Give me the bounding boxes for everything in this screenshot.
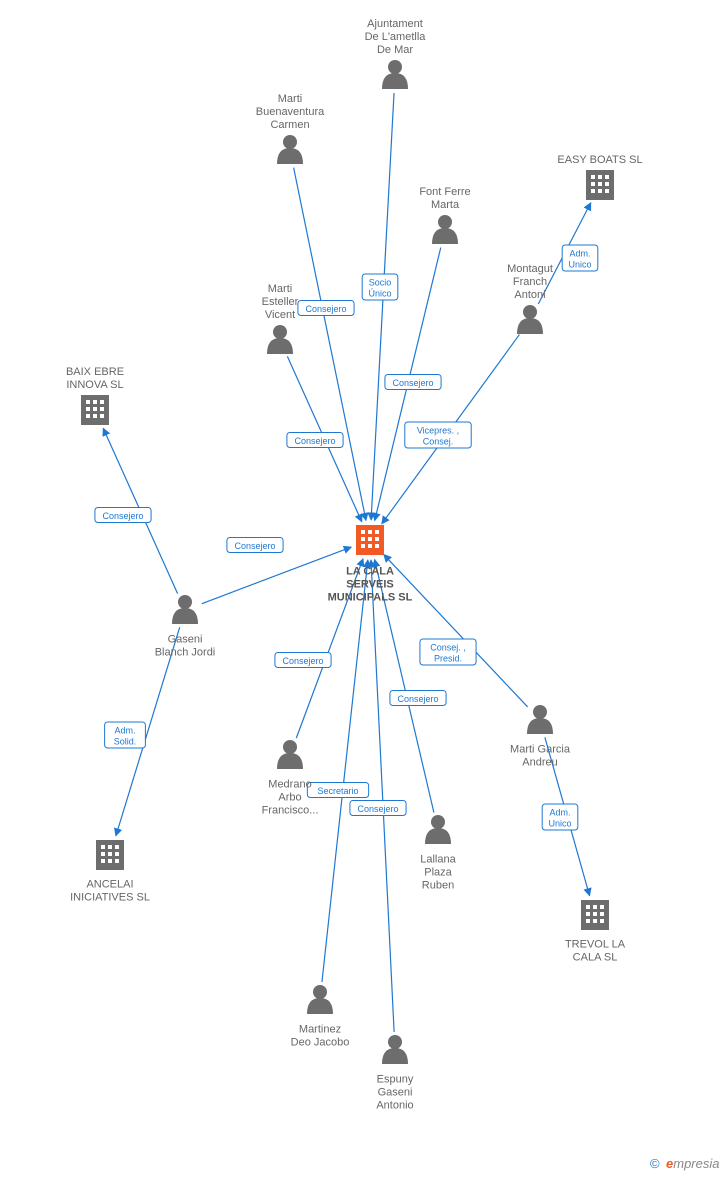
- node-label: INNOVA SL: [66, 379, 123, 391]
- node-label: SERVEIS: [346, 578, 394, 590]
- node-trevol[interactable]: TREVOL LACALA SL: [565, 900, 626, 963]
- node-label: De L'ametlla: [365, 31, 427, 43]
- node-label: Francisco...: [262, 804, 319, 816]
- edge-label-text: Consejero: [305, 304, 346, 314]
- edge: [371, 560, 394, 1032]
- node-label: Antonio: [376, 1099, 413, 1111]
- edge-label-text: Unico: [548, 818, 571, 828]
- node-label: Franch: [513, 276, 547, 288]
- node-label: Font Ferre: [419, 186, 470, 198]
- node-label: Lallana: [420, 853, 456, 865]
- node-center[interactable]: LA CALASERVEISMUNICIPALS SL: [328, 525, 413, 603]
- node-label: Carmen: [270, 119, 309, 131]
- node-ancelai[interactable]: ANCELAIINICIATIVES SL: [70, 840, 150, 903]
- node-label: LA CALA: [346, 565, 394, 577]
- node-martinez[interactable]: MartinezDeo Jacobo: [291, 985, 350, 1048]
- node-label: Gaseni: [378, 1086, 413, 1098]
- edge-label-text: Unico: [568, 259, 591, 269]
- node-label: Esteller: [262, 296, 299, 308]
- node-martiga[interactable]: Marti GarciaAndreu: [510, 705, 571, 768]
- edge-label-text: Consejero: [357, 804, 398, 814]
- edge-label-text: Vicepres. ,: [417, 425, 459, 435]
- edge-label-text: Adm.: [569, 248, 590, 258]
- network-diagram: SocioÚnicoConsejeroConsejeroVicepres. ,C…: [0, 0, 728, 1180]
- node-label: ANCELAI: [86, 878, 133, 890]
- node-label: Andreu: [522, 756, 557, 768]
- node-label: De Mar: [377, 44, 413, 56]
- node-label: Arbo: [278, 791, 301, 803]
- edge-label-text: Consejero: [392, 378, 433, 388]
- node-ajuntament[interactable]: AjuntamentDe L'ametllaDe Mar: [365, 18, 427, 89]
- node-label: Medrano: [268, 778, 311, 790]
- node-label: Marti: [278, 93, 302, 105]
- edge-label-text: Consejero: [234, 541, 275, 551]
- node-gaseni[interactable]: GaseniBlanch Jordi: [155, 595, 216, 658]
- node-easyboats[interactable]: EASY BOATS SL: [557, 154, 642, 200]
- node-label: Montagut: [507, 263, 553, 275]
- node-lallana[interactable]: LallanaPlazaRuben: [420, 815, 456, 891]
- node-label: CALA SL: [573, 951, 618, 963]
- edge-label-text: Consejero: [397, 694, 438, 704]
- node-label: Blanch Jordi: [155, 646, 216, 658]
- node-label: Marti Garcia: [510, 743, 571, 755]
- node-montagut[interactable]: MontagutFranchAntoni: [507, 263, 553, 334]
- edge: [294, 168, 366, 521]
- node-fontferre[interactable]: Font FerreMarta: [419, 186, 470, 244]
- edge-label-text: Consejero: [294, 436, 335, 446]
- node-label: INICIATIVES SL: [70, 891, 150, 903]
- footer-brand: empresia: [666, 1156, 719, 1171]
- node-label: EASY BOATS SL: [557, 154, 642, 166]
- edge-label-text: Consejero: [102, 511, 143, 521]
- node-martibc[interactable]: MartiBuenaventuraCarmen: [256, 93, 325, 164]
- edge-label-text: Solid.: [114, 736, 137, 746]
- edge-label-text: Consej. ,: [430, 642, 466, 652]
- edge-label-text: Consej.: [423, 436, 454, 446]
- copyright-icon: ©: [650, 1156, 660, 1171]
- node-label: Deo Jacobo: [291, 1036, 350, 1048]
- node-label: TREVOL LA: [565, 938, 626, 950]
- node-label: Marta: [431, 199, 460, 211]
- edge-label-text: Presid.: [434, 653, 462, 663]
- nodes-group: LA CALASERVEISMUNICIPALS SLAjuntamentDe …: [66, 18, 643, 1111]
- node-label: Plaza: [424, 866, 452, 878]
- node-label: MUNICIPALS SL: [328, 591, 413, 603]
- edge-label-text: Adm.: [114, 725, 135, 735]
- node-martiev[interactable]: MartiEstellerVicent: [262, 283, 299, 354]
- node-label: Marti: [268, 283, 292, 295]
- node-label: Buenaventura: [256, 106, 325, 118]
- edges-group: [103, 93, 591, 1032]
- edge: [322, 560, 368, 982]
- node-label: Ajuntament: [367, 18, 423, 30]
- node-label: Ruben: [422, 879, 454, 891]
- edge-label-text: Socio: [369, 277, 392, 287]
- edge-label-text: Adm.: [549, 807, 570, 817]
- node-label: Vicent: [265, 309, 295, 321]
- node-medrano[interactable]: MedranoArboFrancisco...: [262, 740, 319, 816]
- footer: © empresia: [650, 1156, 719, 1171]
- node-espuny[interactable]: EspunyGaseniAntonio: [376, 1035, 413, 1111]
- node-label: Gaseni: [168, 633, 203, 645]
- node-label: Espuny: [377, 1073, 414, 1085]
- edge-label-text: Secretario: [317, 786, 358, 796]
- node-label: Martinez: [299, 1023, 341, 1035]
- node-label: BAIX EBRE: [66, 366, 124, 378]
- node-baixebre[interactable]: BAIX EBREINNOVA SL: [66, 366, 124, 425]
- edge: [384, 555, 528, 707]
- node-label: Antoni: [514, 289, 545, 301]
- edge-label-text: Único: [368, 288, 391, 298]
- edge-label-text: Consejero: [282, 656, 323, 666]
